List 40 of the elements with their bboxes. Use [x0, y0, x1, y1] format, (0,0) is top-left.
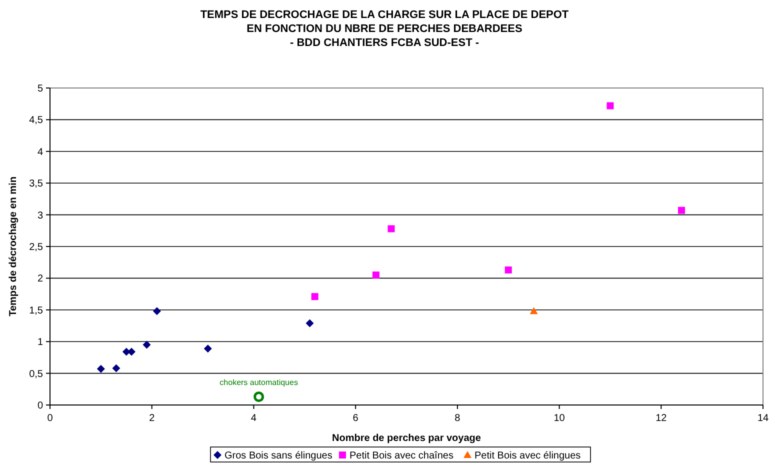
- y-axis-title: Temps de décrochage en min: [8, 176, 19, 316]
- y-tick-label: 2,5: [29, 242, 44, 253]
- y-tick-label: 5: [37, 84, 44, 94]
- point: [388, 225, 395, 232]
- x-tick-label: 12: [656, 413, 668, 424]
- legend-label: Gros Bois sans élingues: [224, 450, 332, 462]
- y-tick-label: 0,5: [29, 368, 44, 380]
- point: [372, 272, 380, 279]
- x-tick-label: 6: [352, 413, 359, 424]
- x-axis-title: Nombre de perches par voyage: [332, 433, 482, 444]
- point: [112, 364, 120, 372]
- point: [678, 206, 686, 214]
- x-tick-label: 8: [454, 413, 461, 424]
- point: [96, 364, 105, 373]
- point: [204, 344, 212, 353]
- annotation: chokers automatiques: [220, 378, 298, 387]
- legend-label: Petit Bois avec élingues: [474, 450, 581, 462]
- x-tick-label: 4: [250, 413, 257, 424]
- x-tick-label: 2: [149, 413, 156, 424]
- point: [142, 340, 151, 349]
- x-tick-label: 14: [757, 413, 769, 424]
- y-tick-label: 2: [37, 274, 44, 285]
- y-tick-label: 4: [37, 146, 44, 158]
- y-tick-label: 3,5: [29, 178, 44, 190]
- point: [311, 293, 318, 300]
- point: [606, 102, 614, 110]
- y-tick-label: 1: [37, 337, 44, 348]
- x-tick-label: 10: [554, 413, 566, 424]
- y-tick-label: 4,5: [29, 115, 44, 126]
- y-tick-label: 0: [37, 400, 44, 412]
- point: [152, 307, 161, 316]
- point: [530, 307, 538, 314]
- x-tick-label: 0: [47, 413, 54, 424]
- point: [306, 319, 314, 328]
- y-tick-label: 3: [37, 210, 44, 222]
- y-tick-label: 1,5: [29, 305, 44, 316]
- point: [254, 392, 264, 402]
- legend-label: Petit Bois avec chaînes: [350, 450, 454, 462]
- chart-title: TEMPS DE DECROCHAGE DE LA CHARGE SUR LA PLACE DE DEPOT EN FONCTION DU NBRE DE PERCHES DEBARDEES - BDD CHANTIERS FCBA SUD-EST -: [200, 9, 569, 49]
- point: [504, 266, 512, 274]
